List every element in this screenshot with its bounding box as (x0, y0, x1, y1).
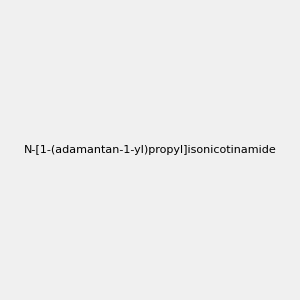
Text: N-[1-(adamantan-1-yl)propyl]isonicotinamide: N-[1-(adamantan-1-yl)propyl]isonicotinam… (24, 145, 276, 155)
